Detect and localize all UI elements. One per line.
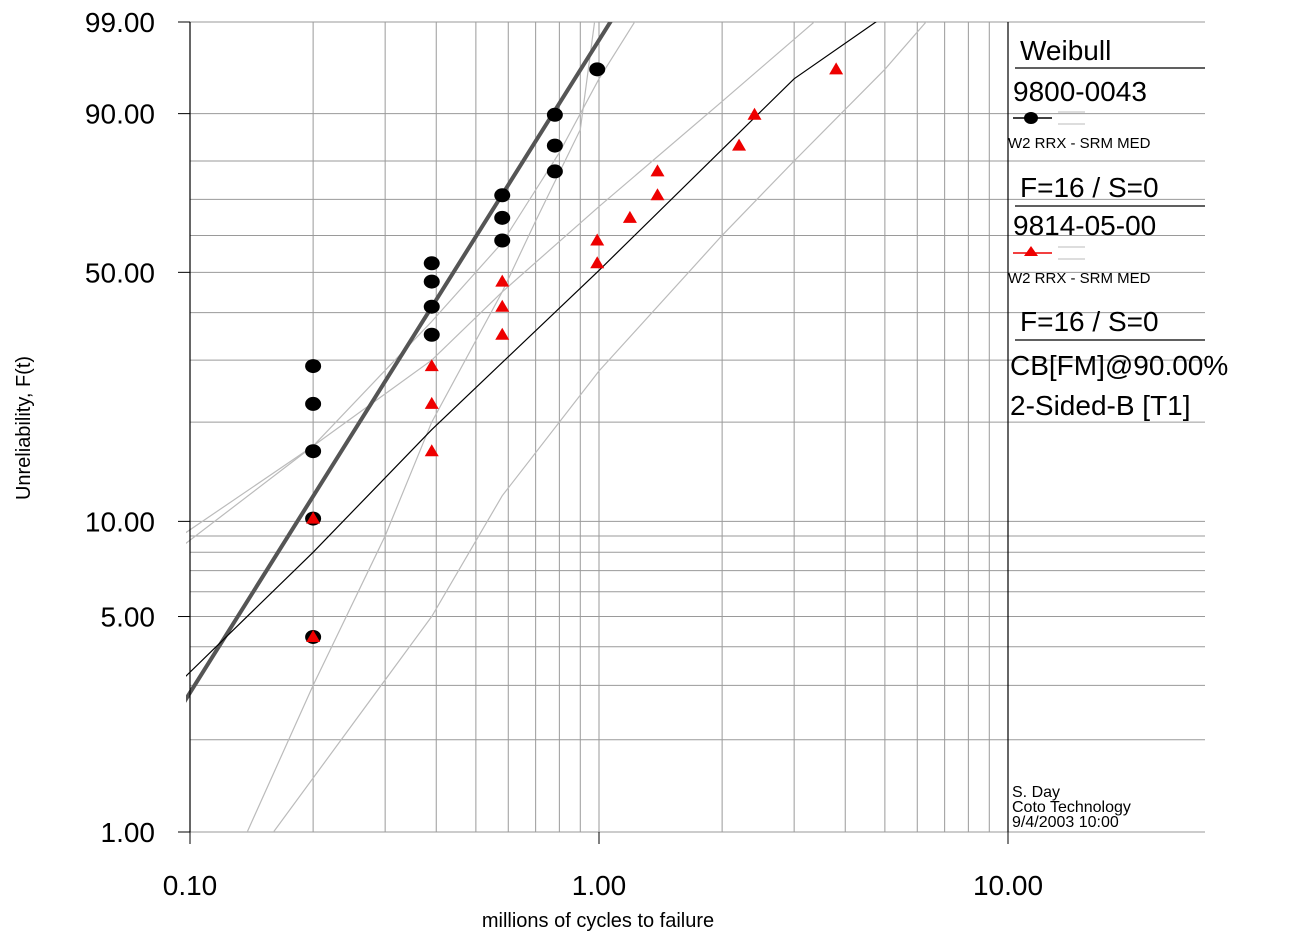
data-point-series-1: [423, 256, 440, 271]
legend-series-1-name: 9800-0043: [1013, 76, 1147, 107]
confidence-bound-series-1-upper: [186, 22, 636, 545]
data-point-series-1: [546, 164, 563, 179]
footer-company: Coto Technology: [1012, 799, 1131, 816]
legend-series-2-name: 9814-05-00: [1013, 210, 1156, 241]
data-point-series-1: [423, 299, 440, 314]
legend-bounds-line-1: CB[FM]@90.00%: [1010, 350, 1228, 381]
y-tick-label: 50.00: [85, 257, 155, 288]
data-point-series-2: [650, 188, 665, 201]
grid-lines: [189, 21, 1205, 833]
data-point-series-2: [732, 138, 747, 151]
footer-author: S. Day: [1012, 784, 1060, 801]
x-tick-label: 0.10: [163, 870, 218, 901]
legend-series-2-description: W2 RRX - SRM MED: [1008, 270, 1151, 287]
data-point-series-1: [546, 107, 563, 122]
y-axis-label: Unreliability, F(t): [13, 356, 35, 500]
data-point-series-1: [423, 274, 440, 289]
confidence-bounds: [186, 22, 927, 832]
y-tick-label: 10.00: [85, 506, 155, 537]
footer-info: S. Day Coto Technology 9/4/2003 10:00: [1012, 784, 1131, 831]
data-point-series-2: [495, 327, 510, 340]
footer-datetime: 9/4/2003 10:00: [1012, 814, 1119, 831]
legend-title: Weibull: [1020, 35, 1111, 66]
data-point-series-2: [495, 299, 510, 312]
legend-series-1-marker: [1024, 112, 1038, 124]
legend-bounds-line-2: 2-Sided-B [T1]: [1010, 390, 1191, 421]
legend: Weibull 9800-0043 W2 RRX - SRM MED F=16 …: [1008, 35, 1228, 421]
legend-series-2-marker: [1024, 246, 1038, 256]
data-point-series-1: [423, 327, 440, 342]
legend-series-1-description: W2 RRX - SRM MED: [1008, 135, 1151, 152]
data-point-series-2: [495, 274, 510, 287]
x-tick-labels: 0.10 1.00 10.00: [163, 832, 1043, 901]
confidence-bound-series-2-upper: [186, 22, 816, 534]
y-tick-labels: 1.00 5.00 10.00 50.00 90.00 99.00: [85, 7, 190, 848]
fit-line-series-1: [186, 22, 613, 703]
data-point-series-1: [546, 138, 563, 153]
data-point-series-2: [829, 62, 844, 75]
data-point-series-1: [494, 233, 511, 248]
data-point-series-2: [650, 164, 665, 177]
x-tick-label: 1.00: [572, 870, 627, 901]
fit-lines: [186, 22, 877, 703]
y-tick-label: 5.00: [101, 602, 156, 633]
confidence-bound-series-1-lower: [246, 22, 596, 832]
confidence-bound-series-2-lower: [273, 22, 927, 832]
data-point-series-2: [590, 256, 605, 269]
x-axis-label: millions of cycles to failure: [482, 910, 714, 932]
data-point-series-1: [305, 444, 322, 459]
data-point-series-2: [424, 359, 439, 372]
x-tick-label: 10.00: [973, 870, 1043, 901]
data-point-series-1: [305, 359, 322, 374]
data-points: [305, 62, 844, 644]
data-point-series-2: [424, 444, 439, 457]
data-point-series-2: [306, 629, 321, 642]
y-tick-label: 1.00: [101, 817, 156, 848]
data-point-series-1: [305, 396, 322, 411]
y-tick-label: 90.00: [85, 99, 155, 130]
data-point-series-1: [589, 62, 606, 77]
legend-series-1-counts: F=16 / S=0: [1020, 172, 1159, 203]
fit-line-series-2: [186, 22, 877, 677]
legend-series-2-counts: F=16 / S=0: [1020, 306, 1159, 337]
data-point-series-2: [590, 233, 605, 246]
data-point-series-2: [306, 511, 321, 524]
data-point-series-2: [622, 210, 637, 223]
y-tick-label: 99.00: [85, 7, 155, 38]
plot-frame: [189, 22, 1009, 832]
data-point-series-1: [494, 188, 511, 203]
data-point-series-2: [424, 396, 439, 409]
data-point-series-1: [494, 210, 511, 225]
data-point-series-2: [747, 107, 762, 120]
